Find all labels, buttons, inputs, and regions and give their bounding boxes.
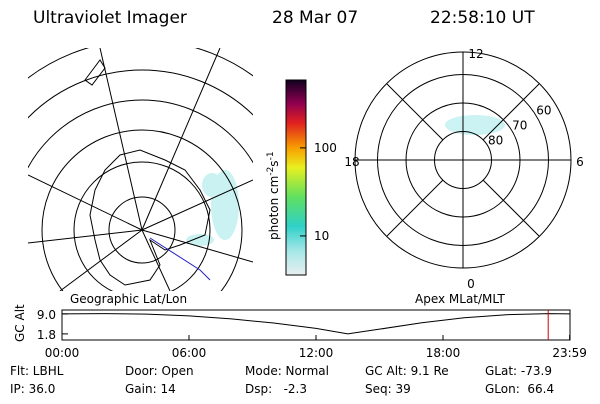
- colorbar-tick-label: 10: [314, 229, 329, 243]
- lat-label: 80: [488, 134, 503, 148]
- unit-exp: -2: [266, 167, 276, 176]
- unit: photon cm: [267, 176, 281, 240]
- footer-field: GC Alt: 9.1 Re: [365, 364, 449, 378]
- x-tick-label: 12:00: [299, 346, 334, 360]
- altitude-line: [61, 313, 571, 335]
- footer-field: GLat: -73.9: [485, 364, 552, 378]
- lat-circle: [405, 102, 521, 218]
- footer-field: Mode: Normal: [245, 364, 329, 378]
- mlt-label: 18: [344, 155, 359, 169]
- map-label: Geographic Lat/Lon: [70, 292, 187, 306]
- footer-field: Flt: LBHL: [10, 364, 64, 378]
- time: 22:58:10 UT: [430, 8, 535, 28]
- mlt-label: 12: [468, 47, 483, 61]
- alt-ylabel: GC Alt: [13, 304, 27, 342]
- lat-circle: [377, 74, 549, 246]
- mlt-label: 6: [576, 155, 584, 169]
- instrument: Ultraviolet Imager: [33, 8, 187, 28]
- geo-map: [28, 48, 253, 291]
- lat-label: 60: [536, 103, 551, 117]
- y-tick-label: 1.8: [37, 328, 56, 342]
- polar-plot: [354, 51, 572, 269]
- x-tick-label: 00:00: [45, 346, 80, 360]
- lat-circle: [434, 131, 492, 189]
- date: 28 Mar 07: [272, 8, 358, 28]
- colorbar-tick-label: 100: [314, 141, 337, 155]
- polar-label: Apex MLat/MLT: [415, 292, 505, 306]
- footer-field: Dsp: -2.3: [245, 382, 307, 396]
- footer-field: Seq: 39: [365, 382, 411, 396]
- footer-field: Gain: 14: [125, 382, 176, 396]
- x-tick-label: 23:59: [552, 346, 587, 360]
- unit: s: [267, 160, 281, 166]
- footer-field: GLon: 66.4: [485, 382, 554, 396]
- unit-exp: -1: [266, 151, 276, 160]
- footer-field: IP: 36.0: [10, 382, 55, 396]
- mlt-label: 0: [467, 277, 475, 291]
- colorbar-label: photon cm-2s-1: [266, 151, 281, 240]
- x-tick-label: 18:00: [426, 346, 461, 360]
- y-tick-label: 9.0: [37, 308, 56, 322]
- x-tick-label: 06:00: [172, 346, 207, 360]
- lat-label: 70: [512, 119, 527, 133]
- footer-field: Door: Open: [125, 364, 194, 378]
- colorbar: [285, 79, 307, 276]
